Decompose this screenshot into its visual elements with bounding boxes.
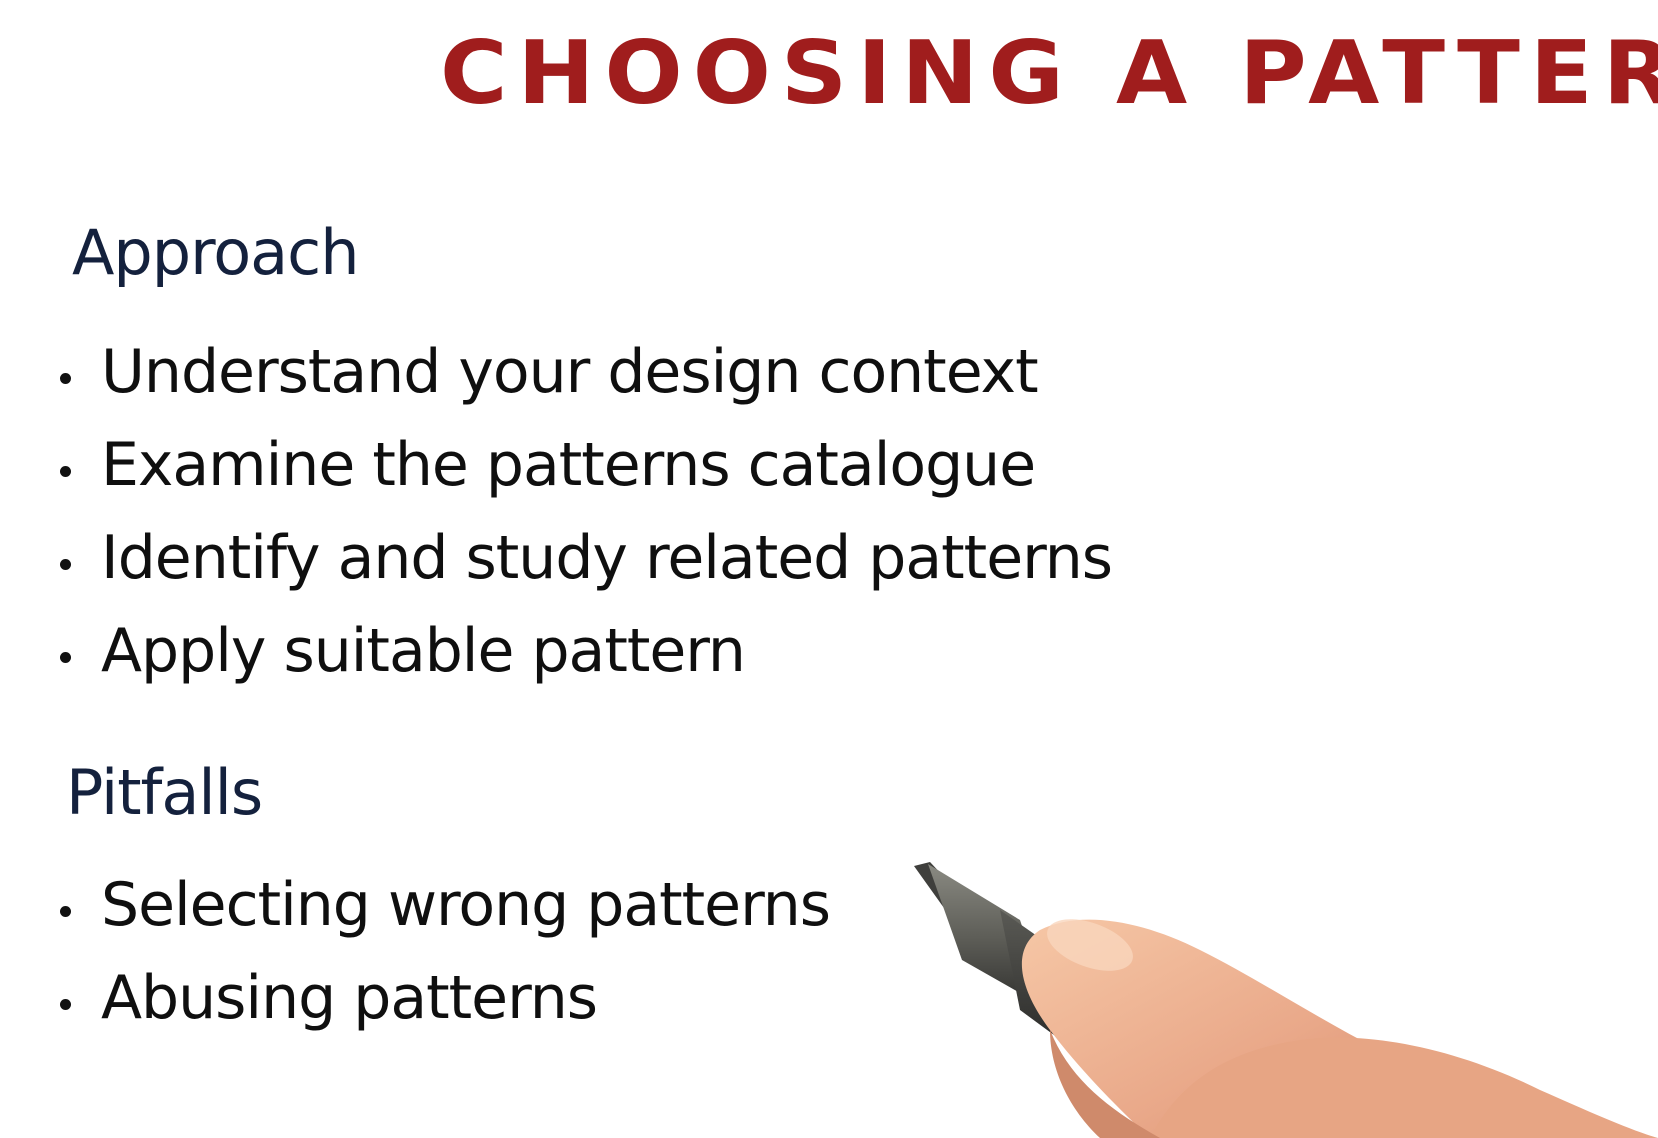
list-item: Understand your design context — [60, 325, 1112, 418]
approach-heading: Approach — [72, 216, 360, 289]
bullet-icon — [60, 999, 71, 1010]
approach-list: Understand your design context Examine t… — [60, 325, 1113, 697]
list-item: Examine the patterns catalogue — [60, 418, 1112, 511]
list-item-label: Selecting wrong patterns — [101, 869, 831, 940]
list-item: Apply suitable pattern — [60, 604, 1112, 697]
bullet-icon — [60, 906, 71, 917]
slide-title: CHOOSING A PATTERN — [440, 22, 1658, 125]
list-item: Selecting wrong patterns — [60, 858, 831, 951]
list-item-label: Understand your design context — [101, 336, 1039, 407]
bullet-icon — [60, 652, 71, 663]
hand-holding-marker-icon — [914, 862, 1658, 1138]
bullet-icon — [60, 559, 71, 570]
pitfalls-list: Selecting wrong patterns Abusing pattern… — [60, 858, 831, 1044]
list-item-label: Identify and study related patterns — [101, 522, 1113, 593]
list-item-label: Apply suitable pattern — [101, 615, 746, 686]
bullet-icon — [60, 373, 71, 384]
list-item-label: Examine the patterns catalogue — [101, 429, 1036, 500]
list-item-label: Abusing patterns — [101, 962, 598, 1033]
list-item: Abusing patterns — [60, 951, 830, 1044]
pitfalls-heading: Pitfalls — [66, 756, 263, 829]
bullet-icon — [60, 466, 71, 477]
list-item: Identify and study related patterns — [60, 511, 1113, 604]
